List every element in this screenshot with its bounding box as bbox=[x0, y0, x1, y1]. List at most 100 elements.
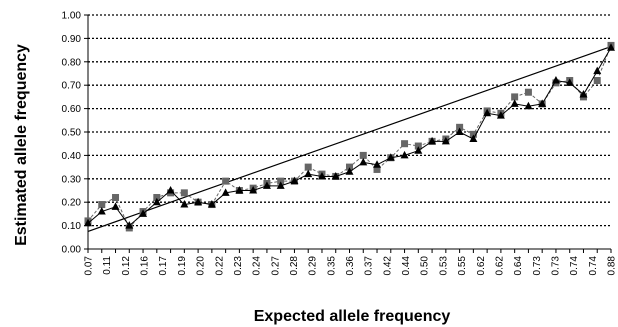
triangle-point bbox=[345, 167, 354, 175]
triangle-point bbox=[276, 181, 285, 189]
x-tick-label: 0.53 bbox=[438, 256, 449, 276]
triangle-point bbox=[331, 171, 340, 180]
triangle-point bbox=[579, 90, 588, 98]
grid-lines bbox=[88, 14, 611, 227]
series-group bbox=[84, 41, 615, 232]
triangle-point bbox=[207, 200, 216, 208]
y-tick-label: 0.10 bbox=[62, 221, 82, 232]
triangle-point bbox=[317, 171, 326, 180]
x-tick-label: 0.28 bbox=[289, 256, 300, 276]
x-tick-label: 0.44 bbox=[401, 256, 412, 276]
triangle-point bbox=[111, 202, 120, 210]
x-tick-label: 0.62 bbox=[494, 256, 505, 276]
triangle-point bbox=[373, 160, 382, 168]
triangle-point bbox=[152, 197, 161, 206]
square-point bbox=[222, 177, 230, 185]
square-point bbox=[304, 163, 312, 171]
triangle-point bbox=[125, 221, 134, 229]
y-tick-label: 0.60 bbox=[62, 104, 82, 115]
x-tick-label: 0.17 bbox=[158, 256, 169, 276]
x-tick-label: 0.35 bbox=[326, 256, 337, 276]
x-tick-label: 0.36 bbox=[345, 256, 356, 276]
x-tick-label: 0.73 bbox=[550, 256, 561, 276]
y-tick-label: 0.50 bbox=[62, 128, 82, 139]
triangle-point bbox=[235, 186, 244, 194]
square-point bbox=[414, 142, 422, 150]
triangle-point bbox=[139, 209, 148, 217]
triangle-point bbox=[538, 99, 547, 107]
triangle-point bbox=[455, 127, 464, 135]
x-tick-label: 0.11 bbox=[102, 256, 113, 275]
x-tick-label: 0.74 bbox=[588, 256, 599, 276]
square-point bbox=[511, 93, 519, 101]
x-tick-label: 0.12 bbox=[121, 256, 132, 276]
y-tick-label: 0.80 bbox=[62, 57, 82, 68]
triangle-point bbox=[400, 150, 409, 159]
series-line-square bbox=[87, 45, 612, 229]
x-tick-label: 0.42 bbox=[382, 256, 393, 276]
square-point bbox=[456, 123, 464, 131]
square-point bbox=[524, 88, 532, 96]
triangle-point bbox=[565, 78, 574, 86]
triangle-point bbox=[262, 181, 271, 189]
x-tick-label: 0.16 bbox=[140, 256, 151, 276]
triangle-point bbox=[180, 200, 189, 208]
square-point bbox=[401, 140, 409, 148]
x-axis-ticks: 0.07 0.11 0.12 0.16 0.17 0.19 0.20 0.22 0.23 0.24… bbox=[84, 249, 618, 275]
y-tick-label: 0.00 bbox=[62, 245, 82, 256]
triangle-point bbox=[469, 134, 478, 143]
triangle-point bbox=[593, 66, 602, 75]
triangle-point bbox=[524, 101, 533, 110]
trendline-group bbox=[87, 46, 612, 233]
square-point bbox=[346, 163, 353, 171]
triangle-point bbox=[304, 169, 313, 178]
x-tick-label: 0.07 bbox=[84, 256, 95, 276]
square-point bbox=[112, 194, 120, 202]
x-tick-label: 0.50 bbox=[420, 256, 431, 276]
y-axis-ticks: 0.00 0.10 0.20 0.30 0.40 0.50 0.60 0.70 0.80 0.90… bbox=[62, 11, 88, 256]
x-tick-label: 0.20 bbox=[196, 256, 207, 276]
y-tick-label: 0.90 bbox=[62, 34, 82, 45]
square-point bbox=[359, 151, 367, 159]
triangle-point bbox=[194, 197, 203, 206]
square-point bbox=[98, 201, 106, 209]
triangle-point bbox=[249, 186, 258, 194]
x-tick-label: 0.23 bbox=[233, 256, 244, 276]
x-tick-label: 0.37 bbox=[364, 256, 375, 276]
triangle-point bbox=[359, 157, 368, 166]
triangle-point bbox=[221, 188, 230, 196]
triangle-point bbox=[290, 176, 299, 185]
square-point bbox=[277, 177, 285, 185]
triangle-point bbox=[97, 207, 106, 215]
square-point bbox=[153, 194, 161, 202]
triangle-point bbox=[496, 111, 505, 119]
y-tick-label: 1.00 bbox=[62, 11, 82, 22]
square-point bbox=[180, 189, 188, 197]
x-axis-title: Expected allele frequency bbox=[254, 308, 451, 325]
trendline bbox=[87, 46, 612, 233]
y-axis-title: Estimated allele frequency bbox=[13, 44, 30, 246]
triangle-point bbox=[483, 108, 492, 117]
triangle-point bbox=[428, 136, 437, 145]
triangle-point bbox=[166, 186, 175, 194]
triangle-point bbox=[510, 99, 519, 107]
y-tick-label: 0.70 bbox=[62, 81, 82, 92]
y-tick-label: 0.20 bbox=[62, 198, 82, 209]
triangle-point bbox=[607, 43, 615, 51]
x-tick-label: 0.74 bbox=[569, 256, 580, 276]
x-tick-label: 0.64 bbox=[513, 256, 524, 276]
triangle-point bbox=[414, 146, 423, 154]
x-tick-label: 0.27 bbox=[270, 256, 281, 276]
square-point bbox=[469, 130, 477, 138]
triangle-point bbox=[551, 76, 560, 84]
x-tick-label: 0.55 bbox=[457, 256, 468, 276]
triangle-point bbox=[441, 136, 450, 145]
x-tick-label: 0.22 bbox=[214, 256, 225, 276]
square-point bbox=[593, 77, 601, 85]
x-tick-label: 0.29 bbox=[308, 256, 319, 276]
x-tick-label: 0.19 bbox=[177, 256, 188, 276]
x-tick-label: 0.24 bbox=[252, 256, 263, 276]
y-tick-label: 0.30 bbox=[62, 174, 82, 185]
y-tick-label: 0.40 bbox=[62, 151, 82, 162]
